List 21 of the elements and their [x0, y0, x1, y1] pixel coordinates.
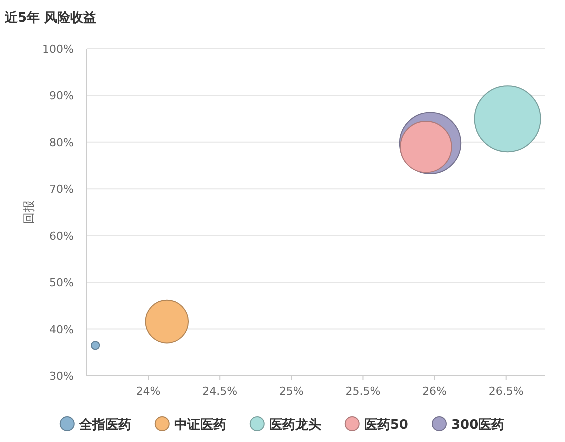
chart-title: 近5年 风险收益 [4, 10, 97, 26]
legend-label: 医药50 [364, 417, 408, 433]
x-tick-label: 26.5% [488, 385, 524, 398]
legend-label: 全指医药 [78, 417, 132, 433]
legend-label: 医药龙头 [269, 417, 322, 433]
y-tick-label: 70% [50, 183, 74, 196]
x-tick-label: 25% [279, 385, 304, 398]
x-tick-label: 25.5% [346, 385, 381, 398]
x-tick-label: 26% [422, 385, 448, 398]
y-tick-label: 30% [50, 370, 74, 383]
legend-label: 300医药 [451, 417, 505, 433]
y-tick-label: 50% [50, 276, 74, 290]
legend-label: 中证医药 [174, 417, 226, 433]
y-tick-label: 60% [50, 230, 74, 243]
y-axis-title: 回报 [22, 200, 36, 224]
y-tick-label: 80% [50, 136, 74, 150]
y-tick-label: 100% [42, 43, 74, 56]
y-tick-label: 40% [50, 323, 74, 336]
x-tick-label: 24% [136, 385, 161, 398]
x-tick-label: 24.5% [202, 385, 238, 398]
y-tick-label: 90% [50, 90, 74, 103]
